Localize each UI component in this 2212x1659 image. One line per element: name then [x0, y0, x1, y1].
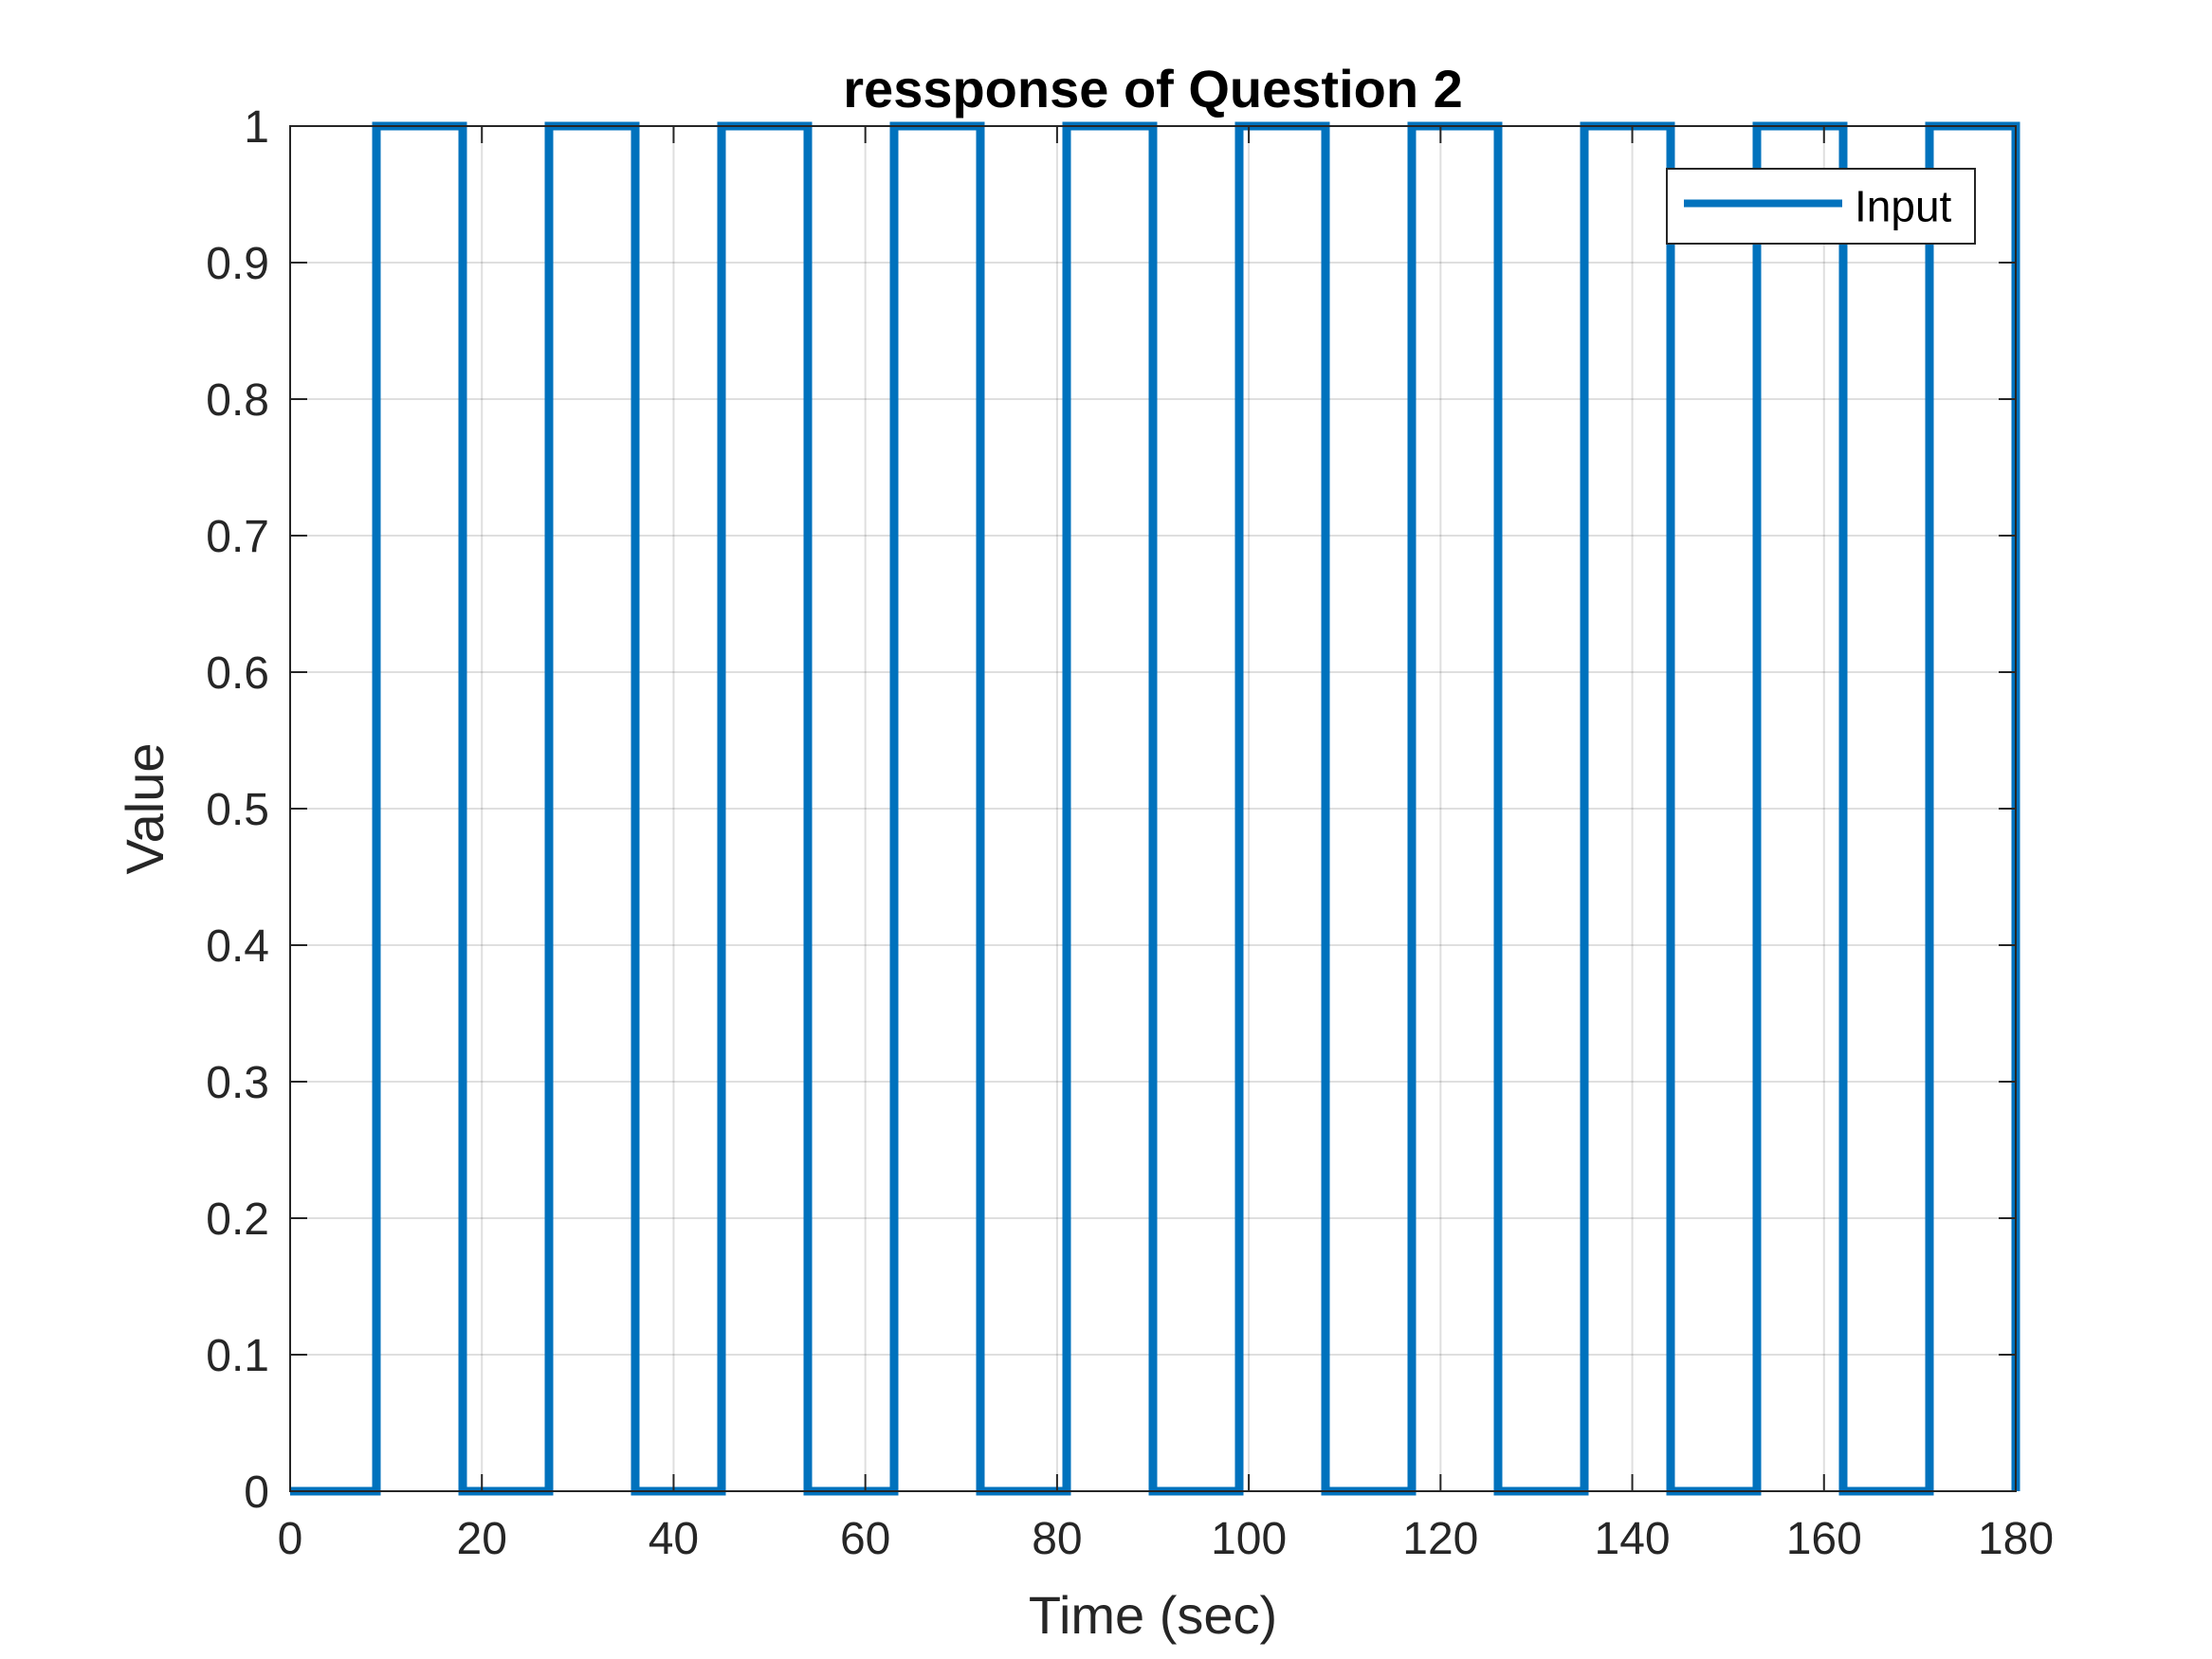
- series-layer: [290, 121, 2020, 1496]
- x-tick-label: 20: [457, 1514, 507, 1564]
- x-tick-label: 80: [1032, 1514, 1082, 1564]
- x-tick-labels: 0 20 40 60 80 100 120 140 160 180: [278, 1514, 2054, 1564]
- x-tick-label: 0: [278, 1514, 303, 1564]
- x-tick-label: 160: [1786, 1514, 1862, 1564]
- x-tick-label: 120: [1402, 1514, 1478, 1564]
- y-axis-label: Value: [115, 742, 174, 874]
- legend[interactable]: Input: [1666, 168, 1976, 245]
- y-tick-labels: 0 0.1 0.2 0.3 0.4 0.5 0.6 0.7 0.8 0.9 1: [206, 102, 269, 1518]
- y-tick-label: 0.6: [206, 648, 269, 699]
- y-tick-label: 0: [244, 1468, 269, 1518]
- x-tick-label: 140: [1595, 1514, 1671, 1564]
- y-tick-label: 0.5: [206, 785, 269, 835]
- x-axis-label: Time (sec): [1029, 1585, 1277, 1645]
- y-tick-label: 0.7: [206, 512, 269, 562]
- y-tick-label: 0.8: [206, 375, 269, 426]
- y-tick-label: 0.2: [206, 1194, 269, 1245]
- x-tick-label: 180: [1978, 1514, 2054, 1564]
- series-line-0: [290, 121, 2020, 1496]
- legend-label-input: Input: [1855, 182, 1952, 231]
- x-tick-label: 60: [840, 1514, 890, 1564]
- y-tick-label: 0.4: [206, 921, 269, 972]
- y-tick-label: 0.9: [206, 239, 269, 289]
- chart-title: ressponse of Question 2: [843, 59, 1463, 118]
- y-tick-label: 1: [244, 102, 269, 153]
- tick-marks: [289, 125, 2017, 1492]
- y-tick-label: 0.1: [206, 1331, 269, 1381]
- y-tick-label: 0.3: [206, 1058, 269, 1108]
- x-tick-label: 40: [649, 1514, 699, 1564]
- x-tick-label: 100: [1211, 1514, 1287, 1564]
